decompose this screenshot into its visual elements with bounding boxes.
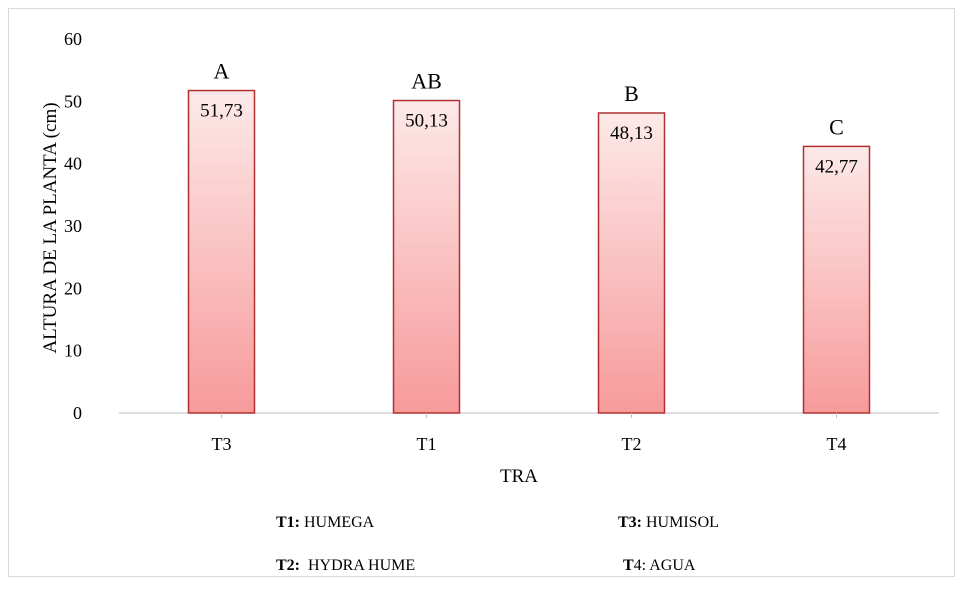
y-tick-label: 30 bbox=[64, 216, 82, 236]
legend-note-t2: T2: HYDRA HUME bbox=[260, 539, 415, 593]
y-tick-label: 50 bbox=[64, 91, 82, 111]
y-tick-label: 20 bbox=[64, 278, 82, 298]
x-tick-label: T2 bbox=[622, 434, 642, 454]
bar bbox=[187, 89, 256, 414]
x-tick-label: T1 bbox=[417, 434, 437, 454]
legend-name: 4: AGUA bbox=[633, 557, 696, 574]
x-tick-label: T4 bbox=[827, 434, 847, 454]
y-tick-label: 10 bbox=[64, 341, 82, 361]
legend-code: T bbox=[623, 557, 634, 574]
data-label: 42,77 bbox=[815, 156, 858, 177]
bar bbox=[392, 99, 461, 414]
legend-code: T2: bbox=[276, 557, 300, 574]
data-label: 51,73 bbox=[200, 101, 243, 122]
significance-letter: B bbox=[624, 81, 639, 106]
bar bbox=[802, 145, 871, 414]
x-tick-label: T3 bbox=[212, 434, 232, 454]
x-axis-ticks: T3 T1 T2 T4 bbox=[212, 413, 847, 454]
legend-note-t3: T3: HUMISOL bbox=[602, 496, 719, 550]
y-tick-label: 0 bbox=[73, 403, 82, 423]
bar bbox=[597, 112, 666, 414]
significance-letter: C bbox=[829, 114, 844, 139]
y-axis-title: ALTURA DE LA PLANTA (cm) bbox=[40, 102, 61, 353]
legend-name: HUMEGA bbox=[300, 514, 375, 531]
data-label: 50,13 bbox=[405, 111, 448, 132]
legend-name: HYDRA HUME bbox=[300, 557, 416, 574]
data-label: 48,13 bbox=[610, 123, 653, 144]
y-axis-ticks: 0 10 20 30 40 50 60 bbox=[64, 29, 82, 423]
legend-note-t1: T1: HUMEGA bbox=[260, 496, 374, 550]
y-tick-label: 40 bbox=[64, 154, 82, 174]
y-tick-label: 60 bbox=[64, 29, 82, 49]
legend-code: T1: bbox=[276, 514, 300, 531]
chart-frame: 0 10 20 30 40 50 60 51,73 A 50,13 AB 48,13 B 42,77 C … bbox=[8, 8, 955, 577]
legend-note-t4: T4: AGUA bbox=[607, 539, 695, 593]
bars-group: 51,73 A 50,13 AB 48,13 B 42,77 C bbox=[187, 59, 871, 414]
legend-code: T3: bbox=[618, 514, 642, 531]
significance-letter: AB bbox=[411, 69, 442, 94]
significance-letter: A bbox=[214, 59, 230, 84]
x-axis-title: TRA bbox=[500, 466, 538, 487]
legend-name: HUMISOL bbox=[642, 514, 719, 531]
